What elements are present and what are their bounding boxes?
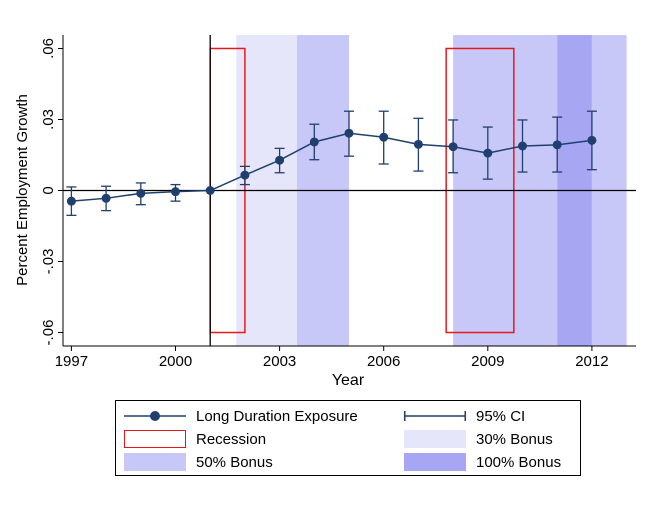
data-point	[448, 142, 458, 152]
data-point	[552, 140, 562, 150]
x-tick-label: 2012	[575, 353, 608, 370]
legend-ci-icon	[404, 411, 466, 421]
x-tick-label: 2003	[263, 353, 296, 370]
data-point	[309, 137, 319, 147]
y-tick-label: .06	[40, 38, 57, 59]
data-point	[413, 139, 423, 149]
data-point	[240, 170, 250, 180]
data-point	[587, 135, 597, 145]
data-point	[136, 188, 146, 198]
series-line	[71, 132, 592, 202]
legend-label: Long Duration Exposure	[196, 407, 358, 425]
data-point	[518, 141, 527, 151]
x-tick-label: 2009	[471, 353, 504, 370]
legend-item-bonus50: 50% Bonus	[124, 451, 273, 473]
legend-line-marker-icon	[124, 411, 186, 421]
data-point	[344, 128, 354, 138]
legend-recession-swatch	[124, 430, 186, 448]
x-tick-label: 2000	[159, 353, 192, 370]
legend-label: 50% Bonus	[196, 453, 273, 471]
legend-item-bonus100: 100% Bonus	[404, 451, 561, 473]
legend-label: Recession	[196, 430, 267, 448]
legend-bonus100-swatch	[404, 453, 466, 471]
y-tick-label: -.03	[40, 249, 57, 275]
data-point	[483, 148, 493, 158]
y-tick-label: -.06	[40, 320, 57, 346]
x-axis-label: Year	[332, 372, 365, 389]
legend-item-long-duration: Long Duration Exposure	[124, 405, 358, 427]
data-point	[171, 187, 180, 197]
data-point	[205, 186, 215, 195]
data-point	[66, 196, 76, 206]
y-axis-label: Percent Employment Growth	[14, 94, 31, 286]
data-point	[275, 155, 285, 165]
legend-bonus30-swatch	[404, 430, 466, 448]
legend-item-bonus30: 30% Bonus	[404, 428, 553, 450]
legend: Long Duration Exposure 95% CI Recession …	[115, 400, 581, 476]
legend-label: 30% Bonus	[476, 430, 553, 448]
legend-label: 95% CI	[476, 407, 526, 425]
axes: -.06 -.03 0 .03 .06 1997 2000 2003 2006 2009 2012	[40, 35, 636, 370]
data-point	[101, 193, 111, 203]
data-point	[379, 132, 389, 142]
x-tick-label: 2006	[367, 353, 400, 370]
y-tick-label: 0	[40, 186, 57, 194]
legend-label: 100% Bonus	[476, 453, 562, 471]
legend-item-recession: Recession	[124, 428, 266, 450]
y-tick-label: .03	[40, 109, 57, 130]
series-group	[66, 110, 597, 217]
x-tick-label: 1997	[55, 353, 88, 370]
legend-item-ci: 95% CI	[404, 405, 525, 427]
legend-bonus50-swatch	[124, 453, 186, 471]
